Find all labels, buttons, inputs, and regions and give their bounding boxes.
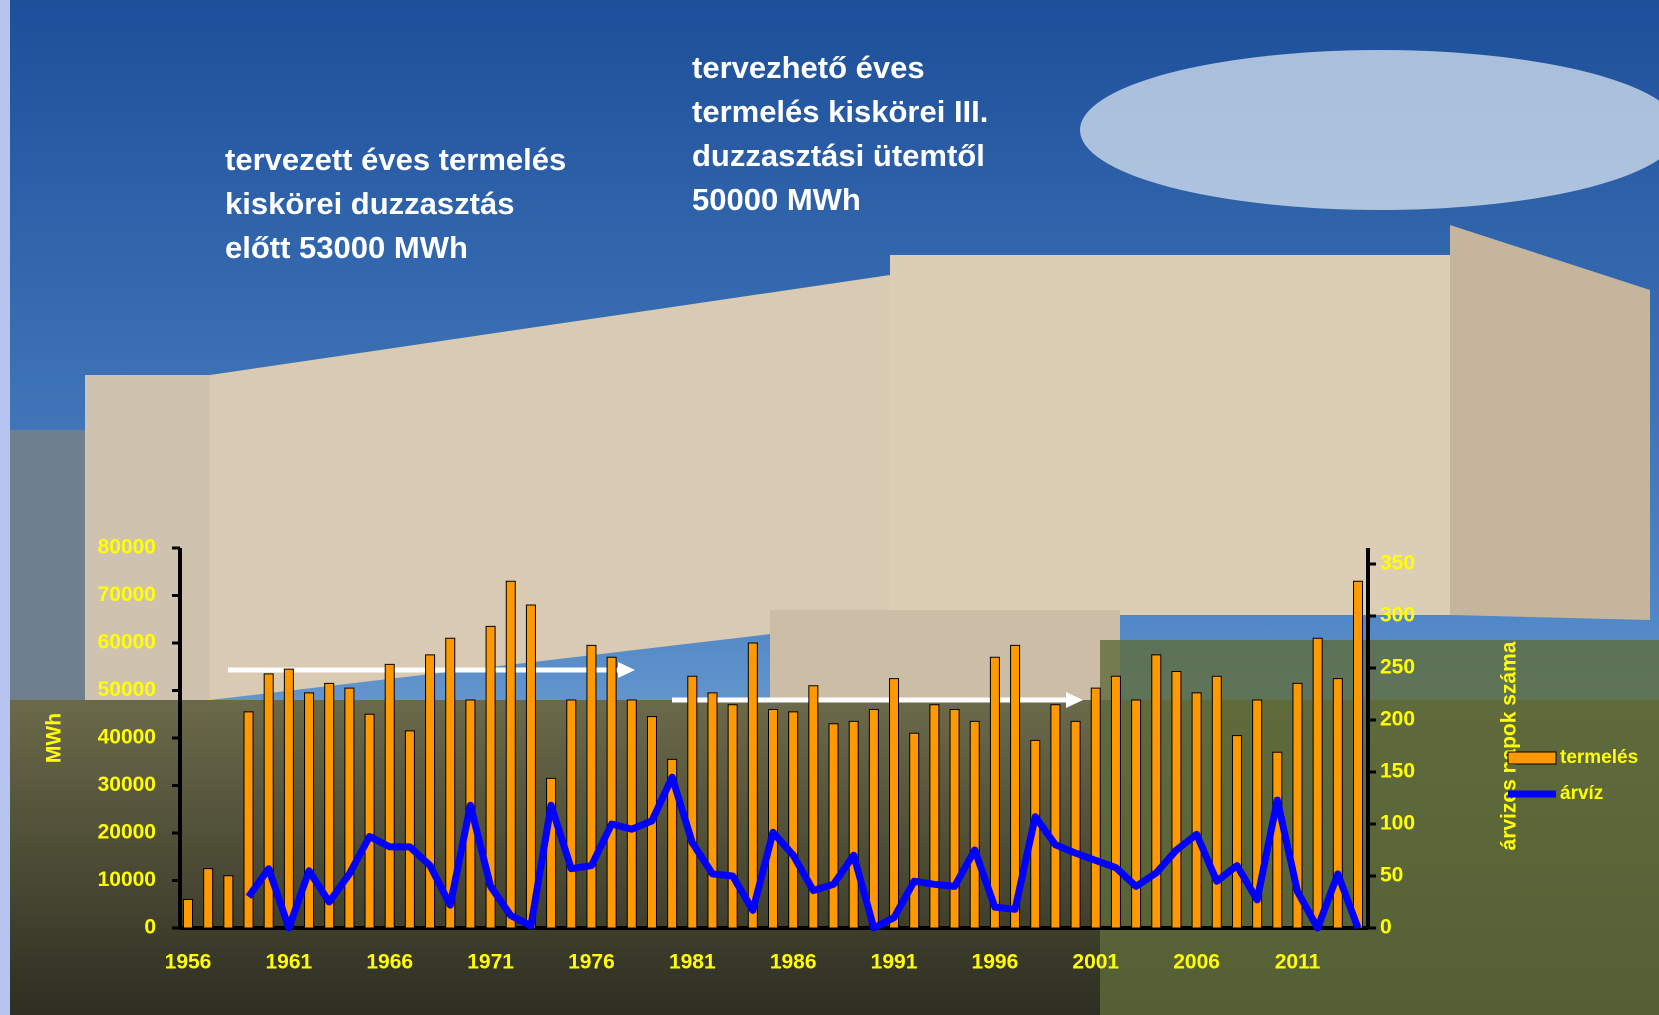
bar [808, 685, 819, 929]
annotation: duzzasztási ütemtől [692, 138, 985, 173]
x-tick-label: 1966 [366, 951, 413, 974]
x-tick-label: 1981 [669, 951, 716, 974]
y-tick-label: 40000 [98, 726, 156, 749]
bar [525, 604, 536, 929]
bar [1090, 687, 1101, 929]
bar [1252, 699, 1263, 929]
bar [768, 709, 778, 929]
bar [989, 656, 1000, 929]
y-tick-label: 80000 [98, 536, 156, 559]
line [245, 773, 1362, 932]
bar [606, 656, 617, 929]
bar [1070, 720, 1081, 929]
bar [1292, 682, 1303, 929]
bar [1312, 637, 1323, 929]
bar [1332, 678, 1343, 929]
bar [747, 642, 758, 929]
bar [283, 668, 294, 929]
bar [586, 644, 597, 929]
bar [384, 663, 395, 929]
bar [404, 730, 415, 929]
bar [324, 682, 335, 929]
bar [909, 732, 920, 929]
annotation: tervezhető éves [692, 50, 925, 85]
y2-tick-label: 250 [1380, 656, 1415, 679]
bar [445, 637, 456, 929]
bar [626, 699, 637, 929]
y2-tick-label: 0 [1380, 916, 1392, 939]
x-tick-label: 2001 [1072, 951, 1119, 974]
bar [304, 692, 315, 929]
y-tick-label: 20000 [98, 821, 156, 844]
bar [364, 713, 375, 929]
y-tick-label: 10000 [98, 868, 156, 891]
y-tick-label: 50000 [98, 678, 156, 701]
bar [889, 678, 900, 929]
bar [1171, 671, 1182, 929]
bar [1231, 735, 1242, 929]
bar [1131, 699, 1142, 929]
bar [505, 580, 516, 929]
bar [868, 709, 879, 929]
y-axis-label: MWh [43, 713, 66, 763]
y-tick-label: 30000 [98, 773, 156, 796]
x-tick-label: 1991 [871, 951, 918, 974]
bar [1211, 675, 1222, 929]
y-tick-label: 60000 [98, 631, 156, 654]
x-tick-label: 2011 [1275, 951, 1321, 974]
bar [828, 723, 839, 929]
x-tick-label: 1976 [568, 951, 615, 974]
y2-tick-label: 350 [1380, 552, 1415, 575]
y2-tick-label: 100 [1380, 812, 1415, 835]
bar [203, 868, 214, 929]
annotation: tervezett éves termelés [225, 142, 566, 177]
y2-tick-label: 300 [1380, 604, 1415, 627]
bar [969, 720, 980, 929]
y2-tick-label: 150 [1380, 760, 1415, 783]
bar [1191, 692, 1202, 929]
annotation: kiskörei duzzasztás [225, 186, 514, 221]
bar [1151, 654, 1162, 929]
y-tick-label: 0 [144, 916, 156, 939]
bar [243, 711, 254, 929]
bar [788, 711, 799, 929]
legend-swatch [1507, 751, 1557, 765]
bar [566, 699, 577, 929]
y2-tick-label: 200 [1380, 708, 1415, 731]
bar [1050, 704, 1061, 929]
legend-label: árvíz [1560, 783, 1603, 804]
bar [929, 704, 940, 929]
y-tick-label: 70000 [98, 583, 156, 606]
x-tick-label: 1996 [972, 951, 1019, 974]
bar [949, 709, 960, 929]
bar [223, 875, 234, 929]
bar [1272, 751, 1283, 929]
bar [1010, 644, 1021, 929]
bar [425, 654, 436, 929]
bar [1353, 580, 1363, 929]
bar [707, 692, 718, 929]
y2-tick-label: 50 [1380, 864, 1403, 887]
bar [727, 704, 738, 929]
bar [1110, 675, 1121, 929]
bar [485, 625, 496, 929]
legend-label: termelés [1560, 747, 1638, 768]
bar [848, 720, 859, 929]
bar [687, 675, 698, 929]
x-tick-label: 1986 [770, 951, 817, 974]
x-tick-label: 2006 [1173, 951, 1220, 974]
bar [263, 673, 274, 929]
x-tick-label: 1956 [165, 951, 212, 974]
bar [546, 777, 557, 929]
bar [344, 687, 355, 929]
annotation: előtt 53000 MWh [225, 230, 468, 265]
x-tick-label: 1971 [467, 951, 514, 974]
bar [183, 899, 193, 929]
y2-axis-label: árvizes napok száma [1498, 641, 1521, 850]
bar [667, 758, 678, 929]
annotation: 50000 MWh [692, 182, 861, 217]
annotation: termelés kiskörei III. [692, 94, 988, 129]
x-tick-label: 1961 [266, 951, 313, 974]
